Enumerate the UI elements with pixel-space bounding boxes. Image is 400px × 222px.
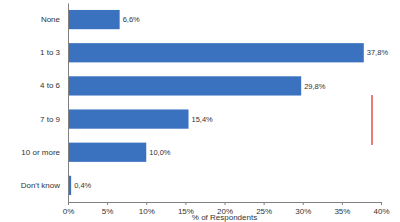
data-label: 6,6%	[123, 15, 140, 24]
bar	[68, 43, 364, 62]
bar	[68, 10, 120, 29]
x-tick-mark	[342, 202, 343, 205]
bar	[68, 143, 146, 162]
x-tick: 5%	[102, 202, 114, 216]
x-tick-label: 35%	[334, 207, 350, 216]
y-axis: None 1 to 3 4 to 6 7 to 9 10 or more Don't kn…	[21, 4, 69, 203]
y-tick-label: 10 or more	[21, 148, 60, 157]
bar	[68, 76, 301, 95]
y-tick: Don't know	[21, 181, 61, 190]
y-tick: None	[41, 15, 61, 24]
x-tick-mark	[146, 202, 147, 205]
data-label: 0,4%	[74, 181, 91, 190]
decoration-line	[371, 95, 373, 145]
x-tick-mark	[264, 202, 265, 205]
x-tick-mark	[185, 202, 186, 205]
chart: 0%5%10%15%20%25%30%35%40%None1 to 34 to …	[0, 0, 400, 222]
y-tick-label: 4 to 6	[40, 81, 61, 90]
x-tick-label: 10%	[139, 207, 155, 216]
x-tick: 40%	[373, 202, 389, 216]
data-label: 15,4%	[192, 115, 214, 124]
x-tick-mark	[303, 202, 304, 205]
y-tick: 1 to 3	[40, 48, 61, 57]
y-axis-line	[68, 4, 69, 203]
bar	[68, 109, 189, 128]
x-tick-label: 0%	[63, 207, 75, 216]
data-label: 10,0%	[149, 148, 171, 157]
x-tick-label: 25%	[256, 207, 272, 216]
y-tick-label: None	[41, 15, 61, 24]
x-tick-mark	[225, 202, 226, 205]
x-tick: 10%	[139, 202, 155, 216]
y-tick: 4 to 6	[40, 81, 61, 90]
bars	[68, 10, 364, 195]
x-tick-label: 30%	[295, 207, 311, 216]
x-tick: 35%	[334, 202, 350, 216]
data-label: 29,8%	[304, 82, 326, 91]
x-tick-label: 40%	[373, 207, 389, 216]
x-tick-mark	[107, 202, 108, 205]
x-tick: 30%	[295, 202, 311, 216]
data-label: 37,8%	[367, 48, 389, 57]
x-tick-label: 5%	[102, 207, 114, 216]
y-tick: 7 to 9	[40, 115, 61, 124]
x-tick: 0%	[63, 202, 75, 216]
x-axis-title: % of Respondents	[192, 213, 257, 222]
y-tick: 10 or more	[21, 148, 60, 157]
y-tick-label: Don't know	[21, 181, 61, 190]
x-tick-mark	[381, 202, 382, 205]
y-tick-label: 1 to 3	[40, 48, 61, 57]
x-tick: 25%	[256, 202, 272, 216]
y-tick-label: 7 to 9	[40, 115, 61, 124]
data-labels: 6,6% 37,8% 29,8% 15,4% 10,0% 0,4%	[74, 15, 388, 190]
